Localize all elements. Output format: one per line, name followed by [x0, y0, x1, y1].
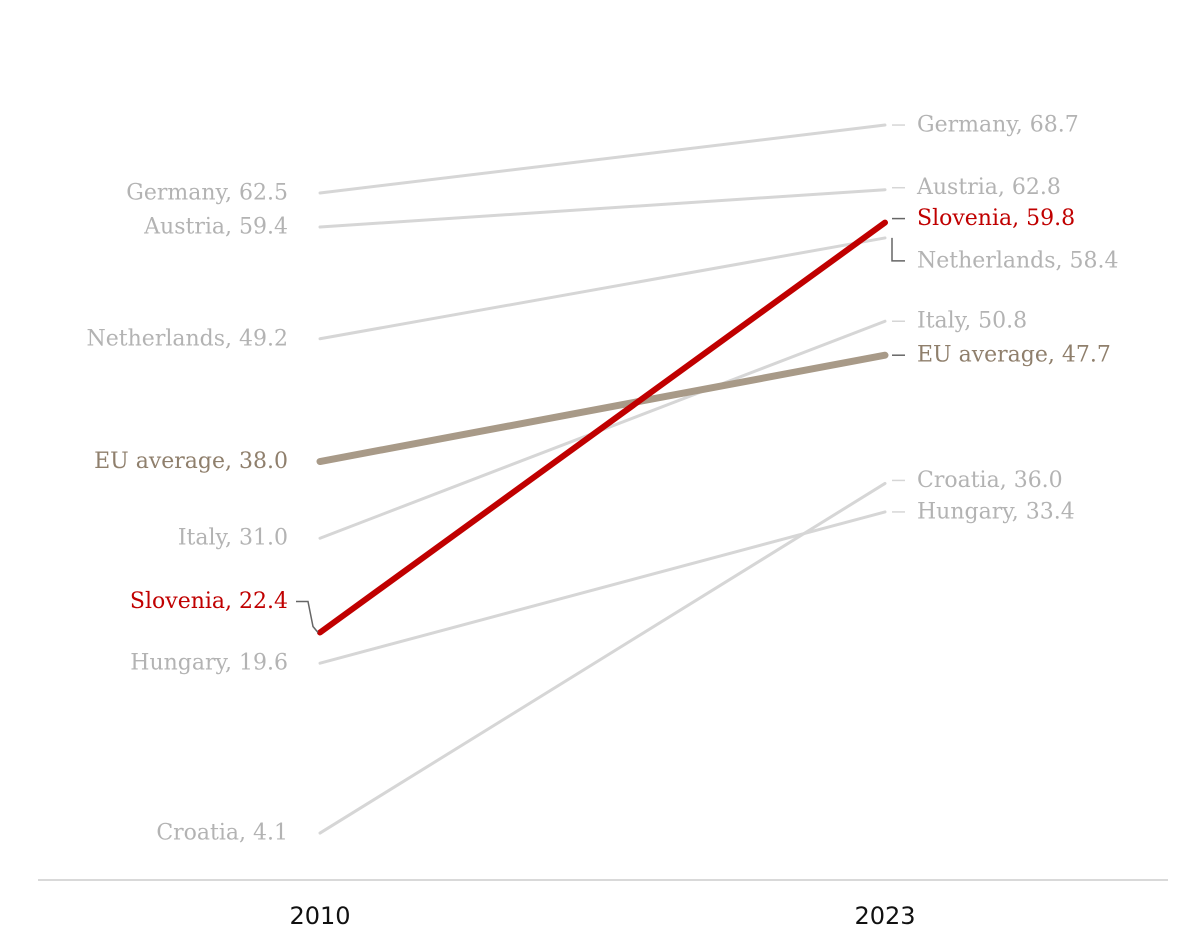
- series-line-germany: [318, 123, 887, 195]
- series-line-netherlands: [318, 236, 887, 341]
- end-label-netherlands: Netherlands, 58.4: [917, 248, 1118, 273]
- series-line-hungary: [318, 510, 887, 665]
- series-lines: [316, 123, 889, 835]
- start-label-italy: Italy, 31.0: [178, 526, 288, 551]
- end-label-slovenia: Slovenia, 59.8: [917, 206, 1075, 231]
- series-line-slovenia: [317, 219, 888, 636]
- x-tick-label-end: 2023: [854, 902, 915, 930]
- end-label-austria: Austria, 62.8: [916, 175, 1061, 200]
- end-label-hungary: Hungary, 33.4: [917, 499, 1075, 524]
- end-label-croatia: Croatia, 36.0: [917, 468, 1063, 493]
- start-connector-slovenia: [296, 600, 319, 633]
- series-line-croatia: [318, 481, 887, 835]
- start-label-austria: Austria, 59.4: [143, 214, 288, 239]
- start-label-slovenia: Slovenia, 22.4: [130, 589, 288, 614]
- start-label-netherlands: Netherlands, 49.2: [87, 326, 288, 351]
- start-label-eu-average: EU average, 38.0: [94, 449, 288, 474]
- start-label-croatia: Croatia, 4.1: [156, 821, 288, 846]
- end-connector-netherlands: [891, 237, 905, 262]
- x-tick-label-start: 2010: [289, 902, 350, 930]
- series-labels: Germany, 62.5 Germany, 68.7 Austria, 59.4 A…: [87, 113, 1119, 846]
- end-label-germany: Germany, 68.7: [917, 113, 1079, 138]
- end-label-eu-average: EU average, 47.7: [917, 343, 1111, 368]
- series-line-austria: [318, 188, 887, 229]
- start-label-hungary: Hungary, 19.6: [130, 651, 288, 676]
- label-connectors: [296, 124, 905, 633]
- end-label-italy: Italy, 50.8: [917, 309, 1027, 334]
- start-label-germany: Germany, 62.5: [126, 181, 288, 206]
- series-line-eu-average: [316, 351, 889, 466]
